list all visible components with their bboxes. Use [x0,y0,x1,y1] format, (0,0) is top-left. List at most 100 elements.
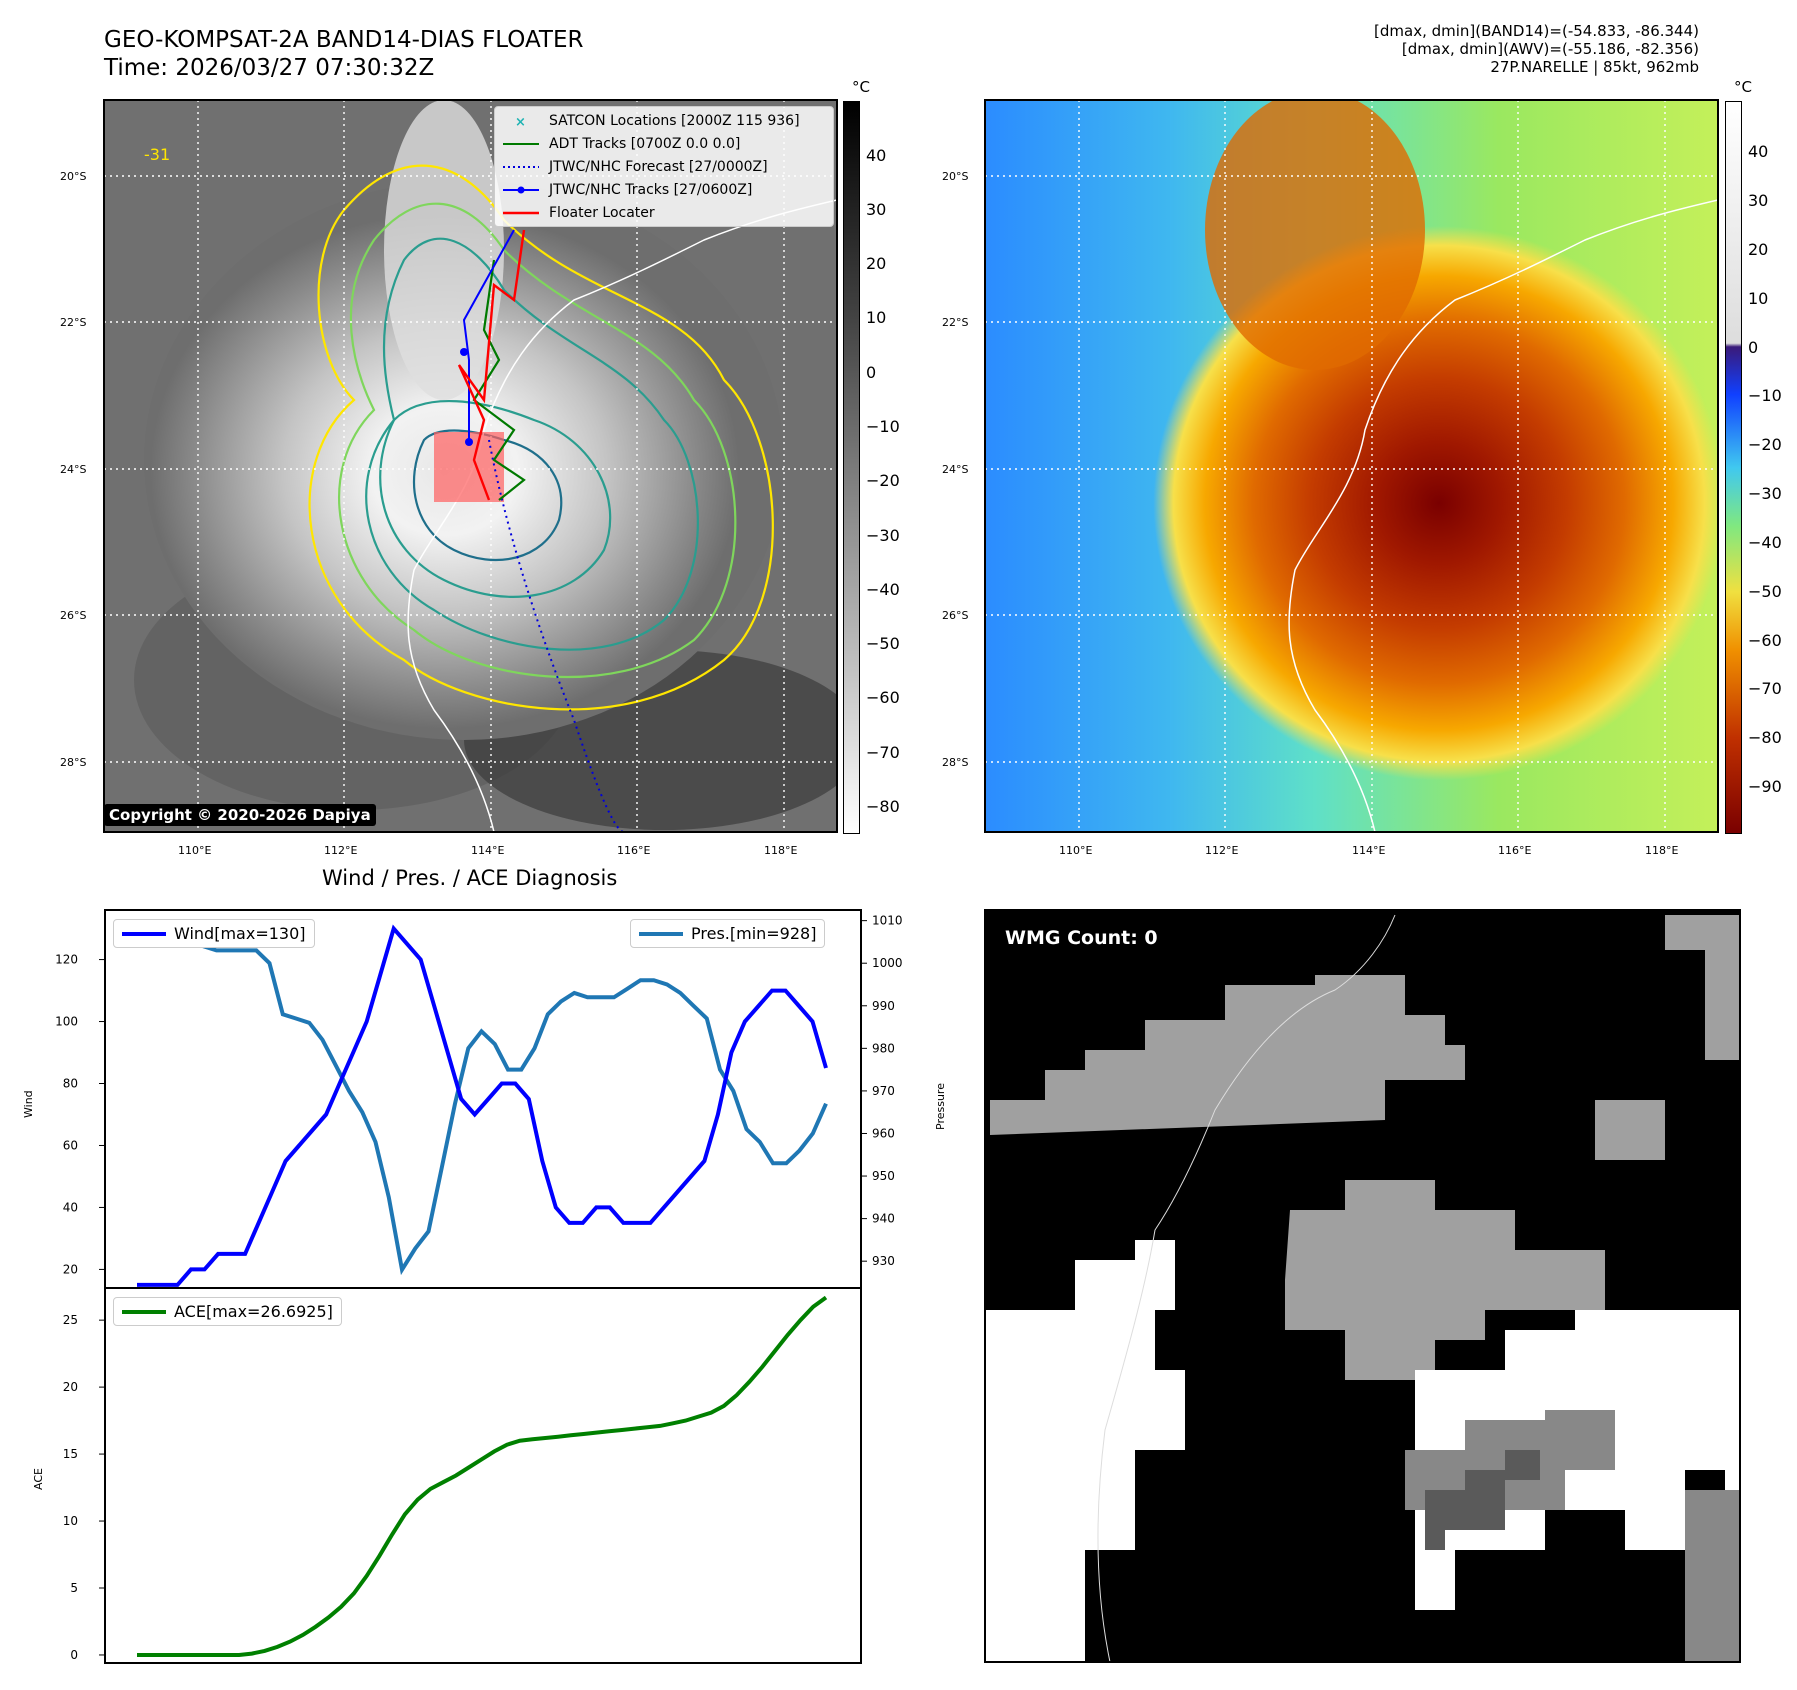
ir-color-map-frame [984,99,1719,833]
color-cbar-ticks: 40 30 20 10 0 −10 −20 −30 −40 −50 −60 −7… [1748,100,1797,831]
wmg-white-region [985,1240,1185,1662]
cbar-tick: 10 [1748,289,1769,308]
pressure-axis-tick-label: 940 [872,1212,895,1226]
pressure-series-line [137,922,828,1276]
north-band [384,100,504,400]
ace-axis-label: ACE [32,1468,45,1490]
cbar-tick: 40 [866,146,887,165]
coastline [407,199,837,832]
wmg-gray-region [1465,915,1740,1060]
cbar-tick: −20 [1748,435,1782,454]
legend-label: SATCON Locations [2000Z 115 936] [549,112,800,129]
lon-tick: 112°E [324,844,358,857]
wind-axes-frame [104,909,862,1289]
cbar-tick: −40 [866,580,900,599]
pressure-axis-tick-label: 990 [872,999,895,1013]
dotted-line-icon [503,165,539,168]
lat-tick: 20°S [942,170,969,183]
ace-axis-tick-label: 0 [70,1648,78,1662]
diagnosis-title: Wind / Pres. / ACE Diagnosis [322,866,618,890]
coastline [1097,914,1396,1662]
legend-label: JTWC/NHC Tracks [27/0600Z] [549,181,753,198]
copyright-badge: Copyright © 2020-2026 Dapiya [104,804,376,826]
color-cbar-unit: °C [1734,78,1752,96]
lat-tick: 28°S [942,756,969,769]
cbar-tick: −80 [1748,728,1782,747]
pressure-legend-label: Pres.[min=928] [691,924,817,943]
gray-cbar-unit: °C [852,78,870,96]
lon-tick: 116°E [617,844,651,857]
lat-tick: 22°S [60,316,87,329]
red-line-icon [503,211,539,214]
pressure-axis-tick-label: 930 [872,1254,895,1268]
jtwc-point [460,348,468,356]
cbar-tick: 20 [866,254,887,273]
legend-label: Floater Locater [549,204,655,221]
cbar-tick: 10 [866,308,887,327]
cbar-tick: −70 [1748,679,1782,698]
stats-block: [dmax, dmin](BAND14)=(-54.833, -86.344) … [1374,22,1699,76]
pressure-axis-tick-label: 970 [872,1084,895,1098]
lon-tick: 118°E [764,844,798,857]
map-legend: × SATCON Locations [2000Z 115 936] ADT T… [494,106,834,227]
wind-series-line [137,924,828,1287]
wmg-map-frame [984,909,1741,1663]
wind-axis-tick-label: 120 [55,953,78,967]
pressure-axis-tick-label: 980 [872,1041,895,1055]
storm-core [1065,160,1718,820]
ace-axis-tick-label: 10 [63,1514,78,1528]
legend-adt: ADT Tracks [0700Z 0.0 0.0] [495,132,833,155]
pressure-axis-label: Pressure [934,1083,947,1130]
pressure-legend-line-icon [639,931,683,936]
line-dot-icon [503,186,539,193]
ir-color-map[interactable] [985,100,1718,832]
ace-series-line [137,1295,828,1657]
cbar-tick: −90 [1748,777,1782,796]
cbar-tick: −20 [866,471,900,490]
ace-axes-frame [104,1287,862,1664]
cbar-tick: −60 [866,688,900,707]
lat-tick: 28°S [60,756,87,769]
contour-label: -31 [144,145,170,164]
wmg-map[interactable]: WMG Count: 0 [985,910,1740,1662]
lat-tick: 26°S [60,609,87,622]
lon-tick: 114°E [1352,844,1386,857]
lon-tick: 114°E [471,844,505,857]
cbar-tick: −50 [1748,582,1782,601]
jtwc-point [465,438,473,446]
cbar-tick: −10 [1748,386,1782,405]
svg-text:×: × [515,115,526,127]
contour-green [338,202,737,679]
gray-cbar-ticks: 40 30 20 10 0 −10 −20 −30 −40 −50 −60 −7… [866,100,926,831]
cbar-tick: −10 [866,417,900,436]
ace-legend-line-icon [122,1309,166,1314]
ace-axis-tick-label: 20 [63,1380,78,1394]
contour-yellow [308,164,774,711]
legend-label: ADT Tracks [0700Z 0.0 0.0] [549,135,741,152]
lat-tick: 24°S [942,463,969,476]
cbar-tick: −30 [1748,484,1782,503]
wind-axis-tick-label: 60 [63,1138,78,1152]
cbar-tick: −50 [866,634,900,653]
wind-axis-label: Wind [22,1090,35,1118]
title-line-1: GEO-KOMPSAT-2A BAND14-DIAS FLOATER [104,27,584,53]
cbar-tick: −70 [866,743,900,762]
wmg-gray-region [1285,1180,1605,1380]
contour-teal-inner [379,399,612,598]
cbar-tick: −30 [866,526,900,545]
ir-gray-map[interactable]: -31 × SATCON Locations [104,100,837,832]
north-band [1205,100,1425,370]
legend-jtwc: JTWC/NHC Tracks [27/0600Z] [495,178,833,201]
cbar-tick: 30 [1748,191,1769,210]
legend-satcon: × SATCON Locations [2000Z 115 936] [495,109,833,132]
wind-axis-tick-label: 20 [63,1262,78,1276]
ace-legend: ACE[max=26.6925] [113,1297,342,1326]
adt-track [472,259,526,501]
ir-color-map-svg [985,100,1718,832]
wmg-gray-region [990,975,1465,1135]
wmg-map-svg [985,914,1740,1662]
cbar-tick: 40 [1748,142,1769,161]
stats-line-1: [dmax, dmin](BAND14)=(-54.833, -86.344) [1374,22,1699,40]
map-grid [985,100,1718,832]
